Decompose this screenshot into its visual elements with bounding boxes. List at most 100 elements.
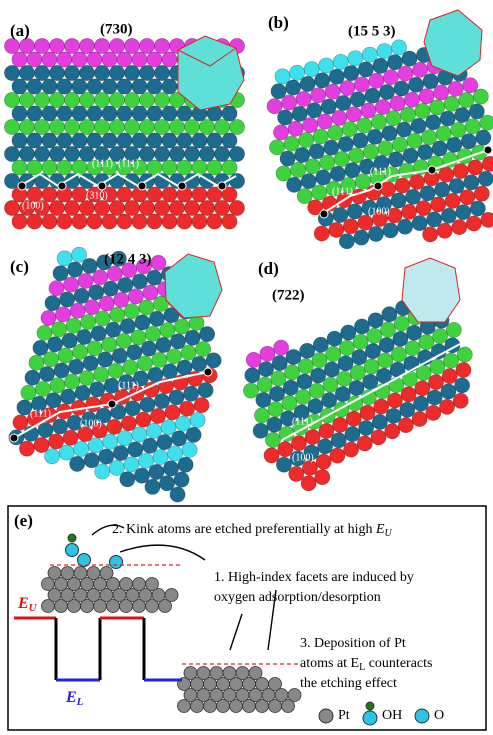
atom: [73, 344, 88, 359]
atom: [57, 79, 72, 94]
atom: [267, 99, 282, 114]
atom: [390, 96, 405, 111]
atom: [64, 119, 79, 134]
atom: [368, 226, 383, 241]
atom: [308, 399, 323, 414]
atom: [132, 427, 147, 442]
atom: [439, 167, 454, 182]
atom: [332, 110, 347, 125]
atom: [90, 382, 105, 397]
pt-atom: [197, 667, 210, 680]
atom: [222, 106, 237, 121]
atom: [124, 38, 139, 53]
atom: [147, 187, 162, 202]
atom: [131, 330, 146, 345]
atom: [192, 160, 207, 175]
atom: [361, 103, 376, 118]
atom: [63, 277, 78, 292]
atom: [57, 214, 72, 229]
atom: [154, 146, 169, 161]
atom: [437, 223, 452, 238]
atom: [315, 73, 330, 88]
atom: [267, 417, 282, 432]
atom: [108, 363, 123, 378]
atom: [359, 420, 374, 435]
atom: [453, 393, 468, 408]
atom: [278, 442, 293, 457]
atom: [253, 423, 268, 438]
atom: [93, 270, 108, 285]
atom: [312, 185, 327, 200]
atom: [305, 429, 320, 444]
atom: [4, 38, 19, 53]
atom: [199, 200, 214, 215]
atom: [361, 390, 376, 405]
atom: [317, 114, 332, 129]
atom: [317, 439, 332, 454]
atom: [4, 119, 19, 134]
atom: [69, 359, 84, 374]
atom: [116, 333, 131, 348]
atom: [304, 62, 319, 77]
atom: [388, 152, 403, 167]
atom: [418, 145, 433, 160]
atom: [42, 79, 57, 94]
facet-note: (111): [332, 186, 353, 197]
atom: [87, 106, 102, 121]
atom: [367, 129, 382, 144]
atom: [49, 92, 64, 107]
atom: [113, 445, 128, 460]
atom: [74, 441, 89, 456]
atom: [387, 55, 402, 70]
atom: [341, 325, 356, 340]
atom: [33, 340, 48, 355]
atom: [123, 360, 138, 375]
atom: [49, 146, 64, 161]
atom: [65, 374, 80, 389]
atom: [107, 266, 122, 281]
atom: [79, 38, 94, 53]
atom: [301, 476, 316, 491]
atom: [460, 190, 475, 205]
atom: [420, 186, 435, 201]
atom: [148, 367, 163, 382]
atom: [423, 74, 438, 89]
atom: [192, 187, 207, 202]
atom: [117, 431, 132, 446]
atom: [49, 119, 64, 134]
atom: [147, 160, 162, 175]
atom: [329, 222, 344, 237]
atom: [162, 106, 177, 121]
atom: [415, 103, 430, 118]
atom: [307, 103, 322, 118]
atom: [182, 442, 197, 457]
atom: [162, 364, 177, 379]
pt-atom: [48, 567, 61, 580]
atom: [4, 173, 19, 188]
atom: [379, 337, 394, 352]
atom: [333, 54, 348, 69]
atom: [280, 151, 295, 166]
atom: [4, 146, 19, 161]
atom: [191, 356, 206, 371]
facet-note: (111): [30, 408, 51, 419]
atom: [229, 173, 244, 188]
atom: [441, 208, 456, 223]
atom: [75, 385, 90, 400]
atom: [358, 215, 373, 230]
atom: [72, 79, 87, 94]
atom: [289, 466, 304, 481]
atom: [383, 70, 398, 85]
atom: [42, 214, 57, 229]
atom: [229, 200, 244, 215]
atom: [150, 408, 165, 423]
atom: [389, 377, 404, 392]
atom: [185, 330, 200, 345]
atom: [411, 118, 426, 133]
facet-label: (722): [272, 287, 305, 303]
atom: [322, 393, 337, 408]
atom: [368, 313, 383, 328]
atom: [125, 401, 140, 416]
atom: [58, 348, 73, 363]
atom: [445, 193, 460, 208]
